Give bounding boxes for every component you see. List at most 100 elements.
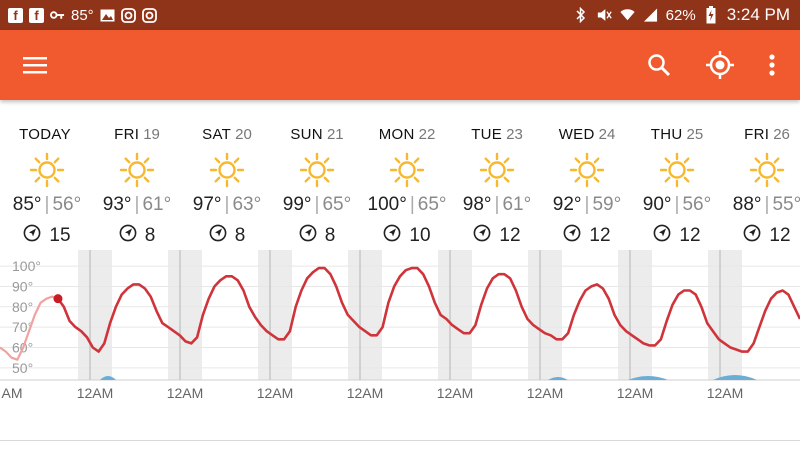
day-date: 26 (773, 126, 790, 143)
day-date: 23 (506, 126, 523, 143)
precipitation-area (628, 376, 668, 380)
wind-direction-icon (653, 224, 671, 248)
wind-speed: 8 (144, 225, 156, 246)
day-date: 21 (326, 126, 344, 143)
high-temperature: 100° (367, 194, 407, 215)
wind-speed: 12 (499, 225, 521, 246)
forecast-day[interactable]: FRI 19 93° | 61° 8 (89, 118, 185, 250)
temperature-chart[interactable]: 100°90°80°70°60°50°AM 12AM 12AM 12AM 12AM 12A… (0, 248, 800, 408)
forecast-day[interactable]: WED 24 92° | 59° 12 (539, 118, 635, 250)
signal-icon (643, 8, 658, 23)
current-temperature-marker (53, 294, 63, 304)
wind: 12 (629, 222, 725, 250)
forecast-day[interactable]: FRI 26 88° | 55° 12 (719, 118, 800, 250)
low-temperature: 56° (52, 194, 82, 215)
day-header: MON 22 (359, 118, 455, 152)
day-temperatures: 100° | 65° (359, 188, 455, 222)
day-header: SAT 20 (179, 118, 275, 152)
y-tick-label: 90° (12, 278, 33, 294)
sunny-icon (539, 152, 635, 188)
day-header: FRI 19 (89, 118, 185, 152)
wind: 8 (89, 222, 185, 250)
temp-separator: | (409, 194, 415, 215)
high-temperature: 93° (102, 194, 132, 215)
wind-direction-icon (119, 224, 137, 248)
image-icon (100, 8, 115, 23)
y-tick-label: 50° (12, 360, 33, 376)
high-temperature: 92° (552, 194, 582, 215)
wind-direction-icon (563, 224, 581, 248)
battery-charging-icon (704, 6, 719, 24)
precipitation-area (713, 375, 757, 380)
temp-separator: | (314, 194, 320, 215)
wind: 8 (179, 222, 275, 250)
x-tick-label: 12AM (617, 385, 654, 401)
temperature-line-forecast (56, 266, 800, 353)
high-temperature: 85° (12, 194, 42, 215)
precipitation-area (100, 376, 116, 380)
x-tick-label: AM (2, 385, 23, 401)
forecast-day[interactable]: SAT 20 97° | 63° 8 (179, 118, 275, 250)
gps-locate-icon[interactable] (698, 43, 742, 87)
day-temperatures: 85° | 56° (0, 188, 95, 222)
temp-separator: | (674, 194, 680, 215)
bluetooth-icon (574, 7, 589, 23)
status-right: 62% 3:24 PM (574, 0, 790, 30)
day-name: FRI (114, 126, 140, 143)
x-tick-label: 12AM (347, 385, 384, 401)
y-tick-label: 100° (12, 258, 41, 274)
temp-separator: | (134, 194, 140, 215)
day-name: TUE (471, 126, 503, 143)
x-tick-label: 12AM (257, 385, 294, 401)
forecast-day[interactable]: MON 22 100° | 65° 10 (359, 118, 455, 250)
night-shade (528, 250, 562, 380)
low-temperature: 55° (772, 194, 800, 215)
low-temperature: 61° (502, 194, 532, 215)
x-tick-label: 12AM (437, 385, 474, 401)
wind-direction-icon (23, 224, 41, 248)
wind-direction-icon (299, 224, 317, 248)
low-temperature: 63° (232, 194, 262, 215)
day-header: FRI 26 (719, 118, 800, 152)
day-date: 22 (418, 126, 436, 143)
night-shade (168, 250, 202, 380)
forecast-day[interactable]: SUN 21 99° | 65° 8 (269, 118, 365, 250)
day-date: 20 (235, 126, 252, 143)
wind: 12 (719, 222, 800, 250)
day-name: SAT (202, 126, 232, 143)
temp-separator: | (584, 194, 590, 215)
forecast-day[interactable]: TODAY 85° | 56° 15 (0, 118, 95, 250)
key-icon (50, 8, 65, 23)
high-temperature: 88° (732, 194, 762, 215)
battery-percent: 62% (665, 6, 696, 24)
app-bar (0, 30, 800, 100)
day-date: 25 (686, 126, 704, 143)
hamburger-menu-icon[interactable] (13, 43, 57, 87)
low-temperature: 59° (592, 194, 622, 215)
more-vertical-icon[interactable] (750, 43, 794, 87)
status-left: f f 85° (0, 7, 157, 24)
forecast-day[interactable]: THU 25 90° | 56° 12 (629, 118, 725, 250)
low-temperature: 65° (322, 194, 352, 215)
day-name: MON (378, 126, 415, 143)
night-shade (258, 250, 292, 380)
night-shade (348, 250, 382, 380)
day-header: WED 24 (539, 118, 635, 152)
sunny-icon (0, 152, 95, 188)
forecast-day[interactable]: TUE 23 98° | 61° 12 (449, 118, 545, 250)
wind-direction-icon (383, 224, 401, 248)
day-name: WED (558, 126, 595, 143)
x-tick-label: 12AM (167, 385, 204, 401)
day-date: 19 (143, 126, 160, 143)
sunny-icon (629, 152, 725, 188)
sunny-icon (449, 152, 545, 188)
low-temperature: 61° (142, 194, 172, 215)
sunny-icon (719, 152, 800, 188)
night-shade (78, 250, 112, 380)
high-temperature: 99° (282, 194, 312, 215)
status-time: 3:24 PM (726, 5, 790, 24)
temp-separator: | (224, 194, 230, 215)
low-temperature: 65° (417, 194, 447, 215)
wind: 12 (539, 222, 635, 250)
search-icon[interactable] (637, 43, 681, 87)
